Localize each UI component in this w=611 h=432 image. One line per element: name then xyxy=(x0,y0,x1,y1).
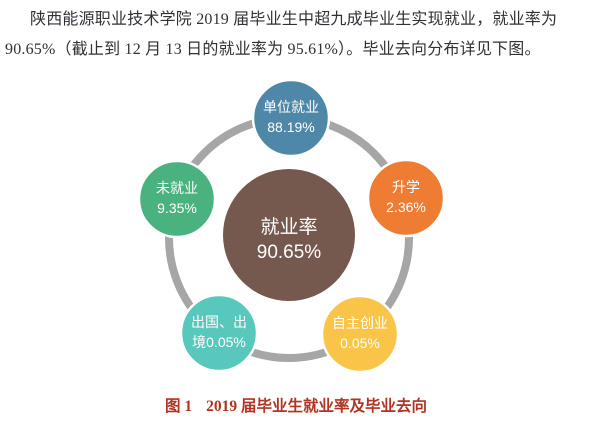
bubble-employment-rate-label: 就业率 xyxy=(260,216,317,238)
bubble-going-abroad: 出国、出 境0.05% xyxy=(179,293,259,373)
bubble-unit-employment-label: 单位就业 xyxy=(263,99,319,115)
bubble-further-study-value: 2.36% xyxy=(386,199,426,215)
bubble-employment-rate: 就业率 90.65% xyxy=(223,169,355,301)
bubble-going-abroad-circle xyxy=(179,293,259,373)
figure-caption-title: 2019 届毕业生就业率及毕业去向 xyxy=(206,398,428,415)
body-paragraph: 陕西能源职业技术学院 2019 届毕业生中超九成毕业生实现就业，就业率为 90.… xyxy=(5,11,558,58)
bubble-not-employed-label: 未就业 xyxy=(156,180,198,196)
bubble-not-employed: 未就业 9.35% xyxy=(137,159,217,239)
bubble-unit-employment: 单位就业 88.19% xyxy=(251,78,331,158)
bubble-not-employed-value: 9.35% xyxy=(157,200,197,216)
bubble-going-abroad-value: 境0.05% xyxy=(192,334,246,350)
bubble-self-employment-label: 自主创业 xyxy=(332,315,388,331)
bubble-not-employed-circle xyxy=(137,159,217,239)
bubble-further-study: 升学 2.36% xyxy=(366,158,446,238)
bubble-going-abroad-label: 出国、出 xyxy=(191,314,247,330)
bubble-self-employment-value: 0.05% xyxy=(340,335,380,351)
bubble-self-employment: 自主创业 0.05% xyxy=(320,294,400,374)
bubble-employment-rate-circle xyxy=(223,169,355,301)
bubble-further-study-circle xyxy=(366,158,446,238)
bubble-further-study-label: 升学 xyxy=(392,179,420,195)
bubble-employment-rate-value: 90.65% xyxy=(257,242,322,263)
figure-caption: 图 1 2019 届毕业生就业率及毕业去向 xyxy=(0,397,592,417)
bubble-self-employment-circle xyxy=(320,294,400,374)
figure-caption-number: 图 1 xyxy=(164,398,193,415)
bubble-unit-employment-value: 88.19% xyxy=(267,119,314,135)
bubble-unit-employment-circle xyxy=(251,78,331,158)
